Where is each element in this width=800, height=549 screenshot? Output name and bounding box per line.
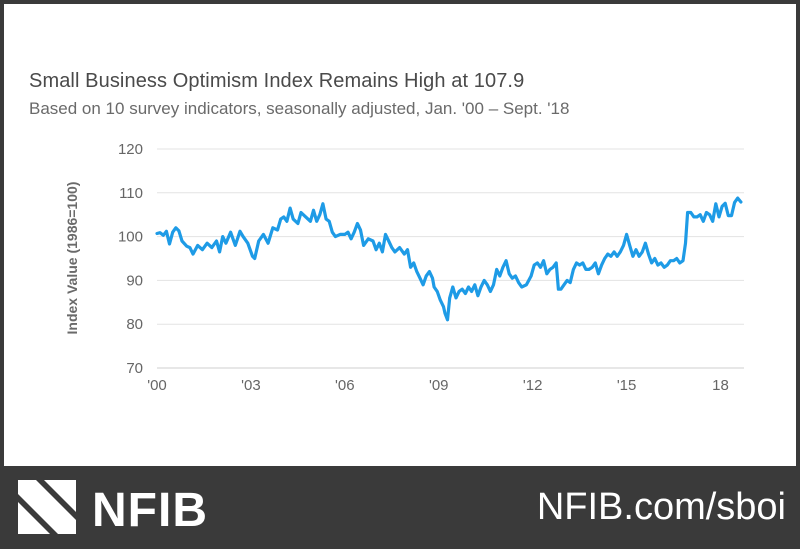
y-axis-label: Index Value (1986=100)	[64, 182, 80, 335]
gridlines	[157, 148, 744, 369]
series-line	[155, 196, 743, 322]
y-tick-label: 100	[118, 229, 143, 246]
brand-name: NFIB	[92, 484, 208, 537]
y-tick-label: 80	[126, 316, 143, 333]
chart-card	[4, 4, 796, 466]
footer-bar: NFIB NFIB.com/sboi	[0, 466, 800, 549]
x-tick-label: '12	[523, 377, 543, 394]
y-tick-label: 120	[118, 141, 143, 158]
chart-title: Small Business Optimism Index Remains Hi…	[29, 70, 525, 92]
x-tick-labels: '00 '03 '06 '09 '12 '15 18	[147, 377, 729, 394]
line-chart: 70 80 90 100 110 120 '00 '03 '06 '09 '12 '15 18 Ind…	[64, 141, 744, 394]
x-tick-label: '15	[617, 377, 637, 394]
x-tick-label: '09	[429, 377, 449, 394]
series-group	[155, 196, 743, 322]
y-tick-label: 70	[126, 360, 143, 377]
x-tick-label: 18	[712, 377, 729, 394]
chart-subtitle: Based on 10 survey indicators, seasonall…	[29, 99, 570, 118]
y-tick-label: 90	[126, 272, 143, 289]
footer-url[interactable]: NFIB.com/sboi	[536, 486, 786, 528]
x-tick-label: '03	[241, 377, 261, 394]
nfib-logo-icon	[18, 480, 76, 534]
x-tick-label: '06	[335, 377, 355, 394]
x-tick-label: '00	[147, 377, 167, 394]
y-tick-labels: 70 80 90 100 110 120	[118, 141, 143, 377]
y-tick-label: 110	[119, 185, 143, 202]
